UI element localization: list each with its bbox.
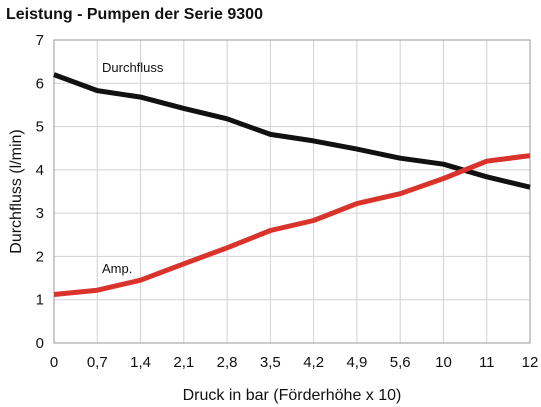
x-axis-ticks: 0 0,7 1,4 2,1 2,8 3,5 4,2 4,9 5,6 10 11 12 xyxy=(50,354,539,371)
x-tick-label: 1,4 xyxy=(130,354,151,371)
x-axis-label: Druck in bar (Förderhöhe x 10) xyxy=(183,387,402,404)
x-tick-label: 4,9 xyxy=(346,354,367,371)
x-tick-label: 2,8 xyxy=(217,354,238,371)
x-tick-label: 12 xyxy=(522,354,539,371)
series-line-durchfluss xyxy=(53,72,531,190)
series-label-durchfluss: Durchfluss xyxy=(102,60,164,75)
plot-area-border xyxy=(53,39,531,344)
x-tick-label: 11 xyxy=(479,354,495,371)
chart-title: Leistung - Pumpen der Serie 9300 xyxy=(6,6,263,23)
series-line-amp xyxy=(53,153,531,297)
y-axis-label: Durchfluss (l/min) xyxy=(8,129,25,253)
y-axis-ticks: 0 1 2 3 4 5 6 7 xyxy=(36,32,44,352)
y-tick-label: 0 xyxy=(36,335,44,352)
x-tick-label: 0,7 xyxy=(87,354,108,371)
series-lines xyxy=(53,72,531,297)
y-tick-label: 3 xyxy=(36,205,44,222)
plot-frame xyxy=(53,39,531,344)
x-tick-label: 2,1 xyxy=(173,354,194,371)
x-tick-label: 4,2 xyxy=(303,354,324,371)
grid xyxy=(53,39,531,344)
x-tick-label: 0 xyxy=(50,354,58,371)
x-tick-label: 3,5 xyxy=(260,354,281,371)
x-tick-label: 10 xyxy=(435,354,452,371)
y-tick-label: 7 xyxy=(36,32,44,49)
y-tick-label: 4 xyxy=(36,162,44,179)
y-tick-label: 5 xyxy=(36,119,44,136)
y-tick-label: 6 xyxy=(36,75,44,92)
y-tick-label: 2 xyxy=(36,248,44,265)
y-tick-label: 1 xyxy=(36,292,44,309)
series-label-amp: Amp. xyxy=(102,261,132,276)
x-tick-label: 5,6 xyxy=(390,354,411,371)
